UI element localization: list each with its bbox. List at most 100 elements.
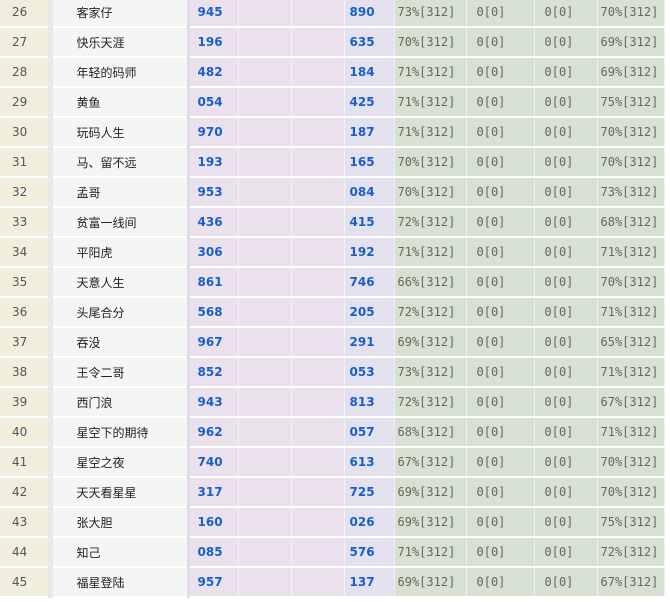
stat-c: 72%[312]: [394, 207, 467, 238]
value-a: 054: [188, 87, 239, 118]
empty-cell: [238, 297, 292, 328]
empty-cell: [291, 0, 345, 28]
value-a: 953: [188, 177, 239, 208]
stat-d: 0[0]: [466, 0, 535, 28]
player-name: 马、留不远: [50, 147, 190, 178]
value-a: 852: [188, 357, 239, 388]
value-b: 192: [344, 237, 395, 268]
rank-number: 36: [0, 297, 53, 328]
empty-cell: [238, 357, 292, 388]
value-b: 291: [344, 327, 395, 358]
table-row: 39 西门浪 943 813 72%[312] 0[0] 0[0] 67%[312]: [0, 387, 665, 418]
stat-f: 73%[312]: [597, 177, 665, 208]
stat-d: 0[0]: [466, 297, 535, 328]
value-a: 085: [188, 537, 239, 568]
player-name: 客家仔: [50, 0, 190, 28]
rank-number: 30: [0, 117, 53, 148]
table-row: 27 快乐天涯 196 635 70%[312] 0[0] 0[0] 69%[312]: [0, 27, 665, 58]
stat-c: 71%[312]: [394, 537, 467, 568]
rank-number: 34: [0, 237, 53, 268]
value-b: 137: [344, 567, 395, 598]
value-b: 813: [344, 387, 395, 418]
table-row: 29 黄鱼 054 425 71%[312] 0[0] 0[0] 75%[312]: [0, 87, 665, 118]
value-a: 957: [188, 567, 239, 598]
empty-cell: [291, 357, 345, 388]
stat-d: 0[0]: [466, 57, 535, 88]
empty-cell: [238, 507, 292, 538]
rank-number: 35: [0, 267, 53, 298]
stat-d: 0[0]: [466, 477, 535, 508]
empty-cell: [291, 87, 345, 118]
player-name: 黄鱼: [50, 87, 190, 118]
stat-e: 0[0]: [534, 177, 598, 208]
rank-number: 40: [0, 417, 53, 448]
empty-cell: [291, 477, 345, 508]
table-row: 30 玩码人生 970 187 71%[312] 0[0] 0[0] 70%[312]: [0, 117, 665, 148]
empty-cell: [291, 267, 345, 298]
table-row: 41 星空之夜 740 613 67%[312] 0[0] 0[0] 70%[312]: [0, 447, 665, 478]
value-b: 425: [344, 87, 395, 118]
rank-number: 37: [0, 327, 53, 358]
empty-cell: [291, 27, 345, 58]
rank-number: 32: [0, 177, 53, 208]
stat-d: 0[0]: [466, 87, 535, 118]
stat-f: 75%[312]: [597, 87, 665, 118]
player-name: 王令二哥: [50, 357, 190, 388]
stat-d: 0[0]: [466, 147, 535, 178]
stat-d: 0[0]: [466, 267, 535, 298]
empty-cell: [238, 477, 292, 508]
stat-f: 71%[312]: [597, 237, 665, 268]
empty-cell: [291, 177, 345, 208]
player-name: 天意人生: [50, 267, 190, 298]
stat-f: 70%[312]: [597, 447, 665, 478]
stat-c: 70%[312]: [394, 27, 467, 58]
player-name: 星空下的期待: [50, 417, 190, 448]
player-name: 福星登陆: [50, 567, 190, 598]
stat-f: 70%[312]: [597, 477, 665, 508]
empty-cell: [238, 57, 292, 88]
empty-cell: [238, 0, 292, 28]
stat-c: 70%[312]: [394, 147, 467, 178]
rank-number: 38: [0, 357, 53, 388]
stat-e: 0[0]: [534, 477, 598, 508]
empty-cell: [291, 507, 345, 538]
stat-c: 69%[312]: [394, 567, 467, 598]
empty-cell: [291, 567, 345, 598]
stat-c: 73%[312]: [394, 0, 467, 28]
value-b: 576: [344, 537, 395, 568]
stat-c: 66%[312]: [394, 267, 467, 298]
stat-f: 67%[312]: [597, 387, 665, 418]
table-row: 42 天天看星星 317 725 69%[312] 0[0] 0[0] 70%[312]: [0, 477, 665, 508]
value-a: 945: [188, 0, 239, 28]
stat-e: 0[0]: [534, 297, 598, 328]
empty-cell: [238, 387, 292, 418]
stat-e: 0[0]: [534, 237, 598, 268]
value-b: 165: [344, 147, 395, 178]
player-name: 张大胆: [50, 507, 190, 538]
stat-f: 70%[312]: [597, 0, 665, 28]
value-b: 613: [344, 447, 395, 478]
value-b: 057: [344, 417, 395, 448]
value-b: 184: [344, 57, 395, 88]
stat-e: 0[0]: [534, 0, 598, 28]
rank-number: 39: [0, 387, 53, 418]
stat-c: 71%[312]: [394, 237, 467, 268]
empty-cell: [291, 207, 345, 238]
stat-e: 0[0]: [534, 567, 598, 598]
table-row: 45 福星登陆 957 137 69%[312] 0[0] 0[0] 67%[312]: [0, 567, 665, 598]
empty-cell: [238, 87, 292, 118]
value-b: 187: [344, 117, 395, 148]
stat-d: 0[0]: [466, 447, 535, 478]
stat-f: 71%[312]: [597, 357, 665, 388]
table-row: 31 马、留不远 193 165 70%[312] 0[0] 0[0] 70%[312]: [0, 147, 665, 178]
table-row: 26 客家仔 945 890 73%[312] 0[0] 0[0] 70%[312]: [0, 0, 665, 28]
stat-c: 69%[312]: [394, 507, 467, 538]
player-name: 西门浪: [50, 387, 190, 418]
empty-cell: [238, 417, 292, 448]
stat-c: 72%[312]: [394, 387, 467, 418]
value-b: 084: [344, 177, 395, 208]
stat-c: 71%[312]: [394, 57, 467, 88]
empty-cell: [291, 147, 345, 178]
stat-d: 0[0]: [466, 537, 535, 568]
